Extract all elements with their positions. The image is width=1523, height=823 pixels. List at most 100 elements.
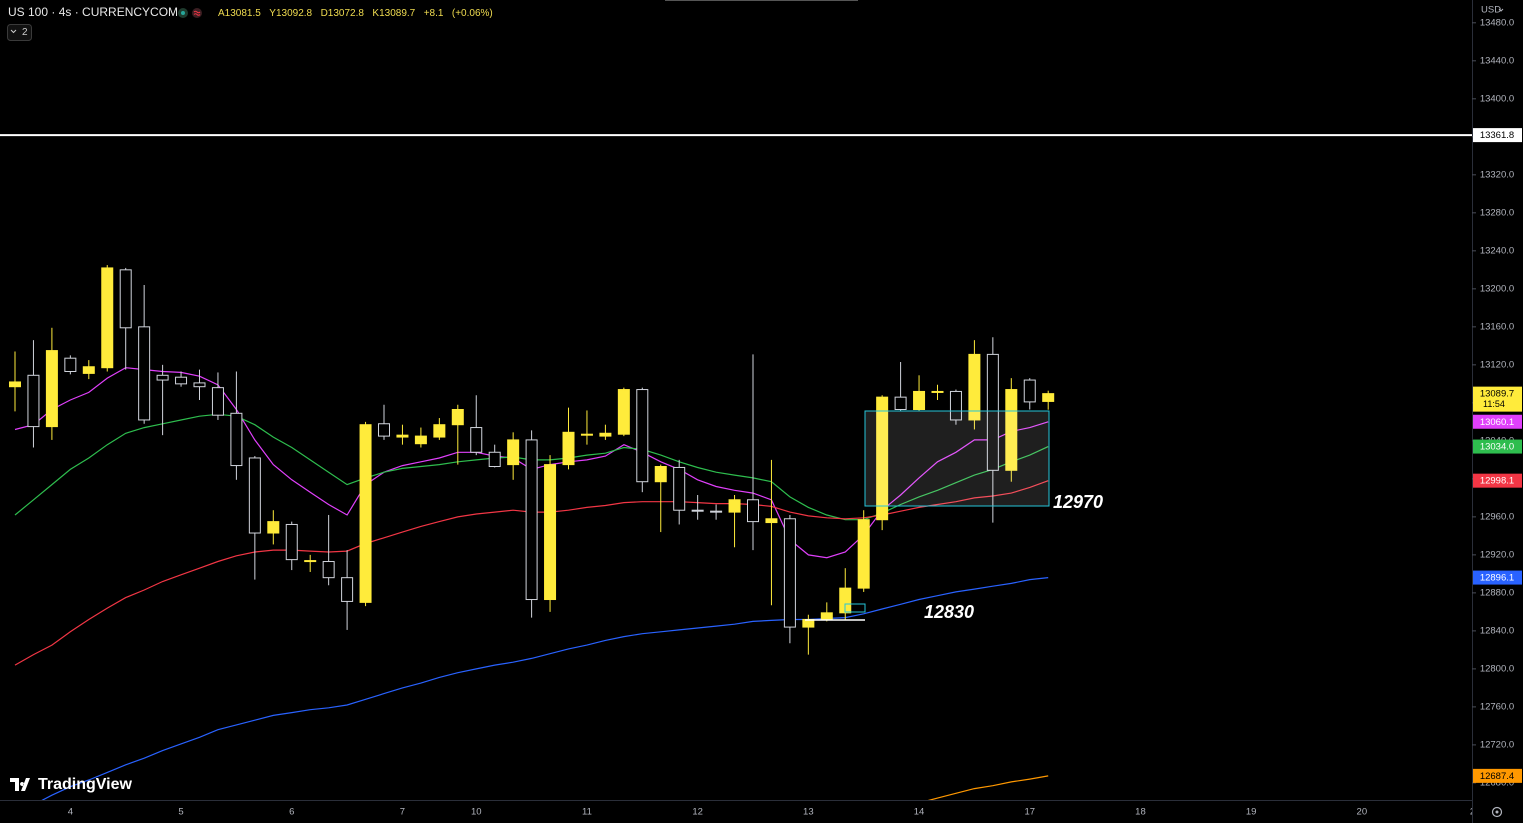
- indicator-toggle[interactable]: [7, 24, 32, 41]
- candle-body: [193, 382, 206, 388]
- ohlc-value: 13092.8: [276, 8, 313, 19]
- candle-body: [1042, 393, 1055, 402]
- candle-body: [580, 433, 593, 436]
- change: +8.1: [424, 8, 444, 19]
- candle-body: [27, 374, 40, 428]
- logo-mark: [10, 778, 30, 791]
- candle-body: [599, 432, 612, 437]
- y-tick-label: 13240.0: [1480, 245, 1514, 256]
- annotation: 12970: [1053, 492, 1103, 512]
- candle-body: [156, 374, 169, 381]
- brand-name: TradingView: [38, 776, 133, 793]
- candle-body: [525, 439, 538, 601]
- candle-body: [617, 389, 630, 435]
- x-tick-label: 19: [1246, 807, 1257, 818]
- candle-body: [119, 269, 132, 329]
- ohlc-prefix: D: [321, 8, 328, 19]
- level-price-label-bg: [1473, 128, 1522, 143]
- candle-body: [433, 424, 446, 438]
- brand-logo: TradingView: [10, 776, 133, 793]
- candle-body: [285, 523, 298, 561]
- series-price-label: 12998.1: [1480, 476, 1514, 487]
- series-price-label-bg: [1473, 439, 1522, 454]
- currency-chevron: [1498, 8, 1504, 12]
- candle-body: [1023, 379, 1036, 403]
- y-tick-label: 12760.0: [1480, 701, 1514, 712]
- plot-area: [0, 134, 1472, 800]
- ohlc-value: 13089.7: [379, 8, 416, 19]
- candle-body: [267, 521, 280, 534]
- candle-body: [968, 353, 981, 421]
- small-box[interactable]: [844, 603, 866, 613]
- drawings: 12970 12830: [805, 410, 1103, 622]
- y-tick-label: 13280.0: [1480, 207, 1514, 218]
- candle-body: [396, 434, 409, 438]
- x-tick-label: 10: [471, 807, 482, 818]
- symbol: US 100 · 4s · CURRENCYCOM: [8, 5, 178, 19]
- zone-box[interactable]: [864, 410, 1050, 507]
- candle-body: [949, 390, 962, 421]
- header: US 100 · 4s · CURRENCYCOM A13081.5 Y1309…: [7, 5, 493, 41]
- candle-body: [986, 353, 999, 471]
- candle-body: [470, 427, 483, 453]
- x-tick-label: 14: [914, 807, 925, 818]
- candle-body: [101, 267, 114, 369]
- candle-body: [913, 390, 926, 411]
- candle-body: [378, 423, 390, 437]
- candle-body: [562, 431, 575, 466]
- market-icon: [193, 10, 201, 16]
- series-price-label-bg: [1473, 473, 1522, 488]
- x-tick-label: 13: [803, 807, 814, 818]
- price-axis: 12680.0 12720.0 12760.0 12800.0 12840.0 12880…: [1472, 0, 1523, 823]
- x-tick-label: 6: [289, 807, 294, 818]
- x-tick-label: 18: [1135, 807, 1146, 818]
- x-tick-label: 11: [582, 807, 592, 818]
- candle-body: [82, 366, 95, 374]
- series-price-label: 13060.1: [1480, 417, 1514, 428]
- ohlc-prefix: Y: [269, 8, 276, 19]
- y-tick-label: 13320.0: [1480, 169, 1514, 180]
- candle-body: [710, 510, 723, 513]
- y-tick-label: 12680.0: [1480, 777, 1514, 788]
- candle-body: [304, 560, 317, 563]
- y-tick-label: 12880.0: [1480, 587, 1514, 598]
- candle-body: [138, 326, 151, 421]
- candle-body: [544, 464, 557, 601]
- candle-body: [931, 390, 944, 393]
- last-price-label-bg: [1473, 386, 1522, 412]
- ohlc-prefix: A: [218, 8, 225, 19]
- y-tick-label: 12840.0: [1480, 625, 1514, 636]
- y-tick-label: 13440.0: [1480, 55, 1514, 66]
- series-price-label-bg: [1473, 570, 1522, 585]
- level-price-label: 13361.8: [1480, 130, 1514, 141]
- ma-line: [927, 775, 1049, 800]
- series-price-label: 12896.1: [1480, 573, 1514, 584]
- candle-body: [783, 518, 796, 628]
- candle-body: [488, 451, 501, 468]
- candle-body: [857, 519, 870, 589]
- y-tick-label: 12720.0: [1480, 739, 1514, 750]
- market-icon: [192, 8, 202, 18]
- candle-body: [1005, 389, 1018, 471]
- series-price-label: 12687.4: [1480, 771, 1514, 782]
- candle-body: [359, 424, 372, 603]
- candle-body: [691, 509, 704, 512]
- settings-icon[interactable]: [1491, 806, 1503, 818]
- time-axis: 45671011121314171819202: [0, 800, 1475, 818]
- countdown: 11:54: [1483, 399, 1505, 409]
- candle-body: [45, 350, 58, 428]
- candle-body: [9, 381, 21, 388]
- x-tick-label: 4: [68, 807, 73, 818]
- series-price-label-bg: [1473, 414, 1522, 429]
- y-tick-label: 13400.0: [1480, 93, 1514, 104]
- x-tick-label: 7: [400, 807, 405, 818]
- candle-body: [211, 387, 224, 416]
- settings-icon: [1495, 810, 1499, 814]
- x-tick-label: 17: [1024, 807, 1035, 818]
- y-tick-label: 12960.0: [1480, 511, 1514, 522]
- series-price-label-bg: [1473, 768, 1522, 783]
- y-tick-label: 13200.0: [1480, 283, 1514, 294]
- ma-line: [41, 577, 1049, 800]
- candle-body: [341, 577, 354, 602]
- candle-body: [636, 389, 649, 483]
